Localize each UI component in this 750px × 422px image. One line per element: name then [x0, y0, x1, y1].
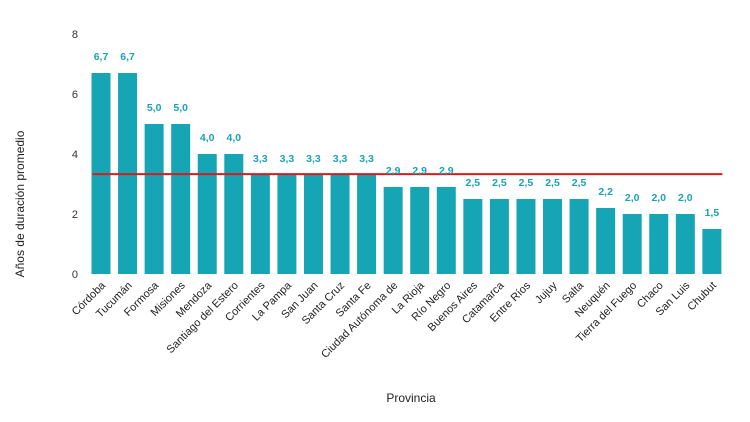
data-label: 3,3: [333, 153, 348, 165]
bar: [144, 124, 164, 274]
category-label: Chubut: [685, 280, 719, 314]
x-axis-title: Provincia: [386, 391, 436, 405]
y-tick-label: 8: [72, 29, 78, 41]
bar: [702, 229, 722, 274]
y-tick-label: 6: [72, 89, 78, 101]
bar: [277, 175, 297, 274]
data-label: 2,5: [519, 177, 534, 189]
bars: [91, 73, 722, 274]
y-axis-title: Años de duración promedio: [13, 130, 27, 277]
data-label: 2,9: [386, 165, 401, 177]
data-label: 3,3: [306, 153, 321, 165]
bar: [357, 175, 377, 274]
bar: [250, 175, 270, 274]
y-tick-label: 0: [72, 269, 78, 281]
bar: [463, 199, 483, 274]
bar: [171, 124, 191, 274]
bar: [330, 175, 350, 274]
data-label: 2,9: [412, 165, 427, 177]
bar: [649, 214, 669, 274]
data-label: 3,3: [280, 153, 295, 165]
bar: [543, 199, 563, 274]
data-label: 2,0: [625, 192, 640, 204]
data-label: 4,0: [200, 132, 215, 144]
data-label: 2,9: [439, 165, 454, 177]
data-label: 3,3: [253, 153, 268, 165]
bar: [675, 214, 695, 274]
y-tick-label: 4: [72, 149, 78, 161]
bar: [197, 154, 217, 274]
bar: [383, 187, 403, 274]
bar: [303, 175, 323, 274]
data-label: 2,5: [492, 177, 507, 189]
data-label: 1,5: [705, 207, 720, 219]
data-label: 6,7: [94, 51, 109, 63]
bar: [569, 199, 589, 274]
data-label: 6,7: [120, 51, 135, 63]
category-label: Jujuy: [533, 279, 560, 306]
y-axis-ticks: 0 2 4 6 8: [72, 29, 78, 281]
data-label: 2,0: [678, 192, 693, 204]
bar: [516, 199, 536, 274]
bar: [224, 154, 244, 274]
bar: [596, 208, 616, 274]
data-label: 5,0: [173, 102, 188, 114]
data-label: 3,3: [359, 153, 374, 165]
bar: [489, 199, 509, 274]
bar: [622, 214, 642, 274]
data-label: 2,5: [466, 177, 481, 189]
x-axis-category-labels: CórdobaTucumánFormosaMisionesMendozaSant…: [70, 279, 719, 361]
data-labels: 6,7 6,7 5,0 5,0 4,0 4,0 3,3 3,3 3,3 3,3 3,3 2,9 2,9 2…: [94, 51, 720, 219]
y-tick-label: 2: [72, 209, 78, 221]
data-label: 4,0: [226, 132, 241, 144]
data-label: 2,5: [572, 177, 587, 189]
bar: [410, 187, 430, 274]
data-label: 2,0: [651, 192, 666, 204]
data-label: 5,0: [147, 102, 162, 114]
data-label: 2,2: [598, 186, 613, 198]
data-label: 2,5: [545, 177, 560, 189]
bar: [436, 187, 456, 274]
